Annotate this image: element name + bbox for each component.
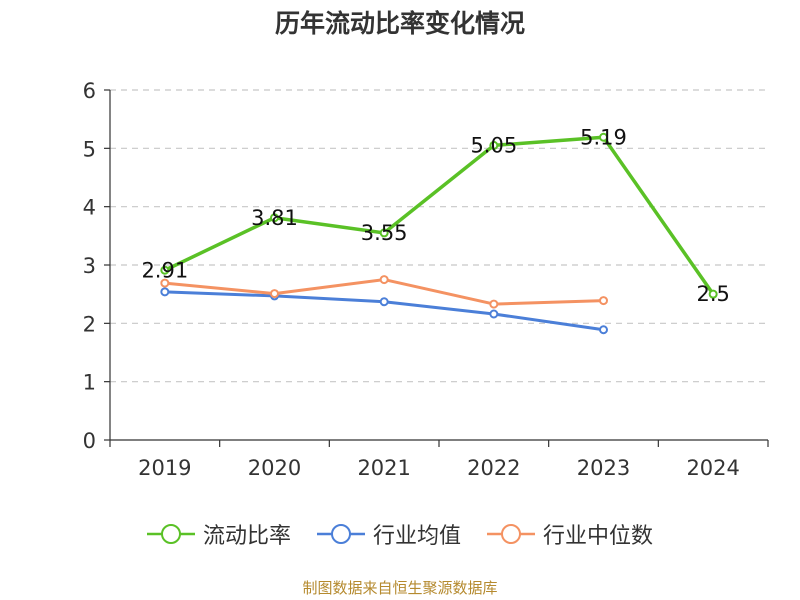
data-point[interactable]: [160, 278, 170, 288]
legend-item-industry-mean[interactable]: 行业均值: [316, 518, 461, 550]
legend-marker-industry-mean: [316, 524, 365, 544]
series-line: [164, 135, 715, 296]
data-point[interactable]: [599, 325, 608, 335]
data-point[interactable]: [489, 309, 499, 319]
y-tick-label: 3: [83, 254, 96, 278]
x-tick-label: 2022: [467, 456, 520, 480]
legend-label-industry-mean: 行业均值: [372, 524, 461, 549]
data-point[interactable]: [270, 289, 279, 299]
data-label: 2.5: [696, 282, 729, 306]
data-point[interactable]: [379, 297, 389, 307]
y-tick-label: 1: [83, 371, 96, 395]
y-tick-label: 6: [83, 79, 96, 103]
y-tick-label: 4: [83, 196, 96, 220]
data-point[interactable]: [489, 299, 499, 309]
data-point[interactable]: [599, 296, 608, 306]
legend-label-industry-median: 行业中位数: [543, 524, 654, 549]
data-point[interactable]: [270, 213, 279, 223]
y-tick-label: 5: [83, 137, 96, 161]
data-label: 5.19: [580, 125, 627, 149]
data-point[interactable]: [708, 289, 718, 299]
legend-label-current-ratio: 流动比率: [202, 524, 291, 549]
data-source-note: 制图数据来自恒生聚源数据库: [302, 579, 498, 597]
data-label: 3.55: [361, 221, 408, 245]
data-label: 2.91: [141, 258, 188, 282]
data-point[interactable]: [599, 132, 608, 142]
y-tick-label: 2: [83, 312, 96, 336]
data-point[interactable]: [160, 287, 170, 297]
data-point[interactable]: [379, 228, 389, 238]
data-point[interactable]: [160, 265, 170, 275]
chart-title: 历年流动比率变化情况: [274, 9, 525, 38]
data-point[interactable]: [489, 140, 499, 150]
y-tick-label: 0: [83, 429, 96, 453]
x-tick-label: 2021: [357, 456, 410, 480]
data-label: 3.81: [251, 206, 298, 230]
data-point[interactable]: [379, 275, 389, 285]
legend-marker-industry-median: [487, 524, 535, 544]
legend-marker-current-ratio: [146, 524, 195, 544]
legend-item-industry-median[interactable]: 行业中位数: [487, 518, 653, 550]
legend-item-current-ratio[interactable]: 流动比率: [146, 518, 291, 550]
x-tick-label: 2019: [138, 456, 191, 480]
data-label: 5.05: [470, 133, 517, 157]
x-tick-label: 2020: [248, 456, 301, 480]
x-tick-label: 2023: [577, 456, 630, 480]
x-tick-label: 2024: [686, 456, 739, 480]
legend: 流动比率 行业均值 行业中位数: [0, 518, 800, 550]
